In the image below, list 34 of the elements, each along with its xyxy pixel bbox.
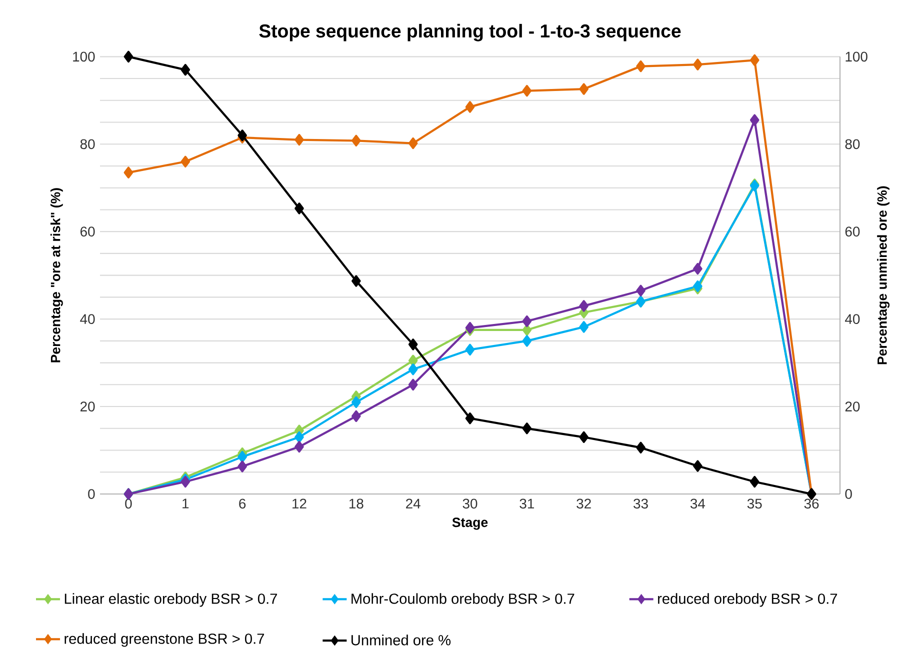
x-tick-label: 35: [747, 498, 762, 509]
x-tick-label: 32: [576, 498, 591, 509]
chart-title: Stope sequence planning tool - 1-to-3 sequence: [259, 24, 681, 42]
legend-label: reduced orebody BSR > 0.7: [658, 593, 838, 607]
x-axis-title: Stage: [452, 518, 488, 530]
x-tick-label: 33: [634, 498, 648, 509]
x-tick-label: 18: [349, 498, 364, 509]
y-axis-title: Percentage "ore at risk" (%): [50, 188, 63, 362]
y2-tick-label: 0: [845, 489, 852, 500]
y-tick-label: 60: [80, 226, 95, 237]
y-tick-label: 20: [80, 402, 95, 412]
x-tick-label: 0: [125, 498, 132, 509]
x-tick-label: 1: [182, 498, 189, 508]
legend-label: Linear elastic orebody BSR > 0.7: [64, 593, 277, 607]
x-tick-label: 34: [690, 498, 706, 509]
y2-tick-label: 40: [845, 314, 860, 324]
x-tick-label: 12: [292, 498, 306, 509]
x-tick-label: 6: [239, 498, 246, 509]
x-tick-label: 30: [462, 498, 478, 509]
y2-tick-label: 60: [845, 226, 860, 237]
y2-tick-label: 80: [845, 139, 860, 150]
x-tick-label: 24: [406, 498, 420, 509]
y2-tick-label: 20: [845, 402, 860, 412]
y-tick-label: 40: [80, 314, 95, 324]
legend-label: Mohr-Coulomb orebody BSR > 0.7: [352, 593, 574, 607]
legend-label: reduced greenstone BSR > 0.7: [64, 633, 264, 647]
x-tick-label: 31: [520, 498, 534, 509]
y-tick-label: 0: [88, 489, 95, 500]
x-tick-label: 36: [804, 498, 819, 509]
legend-label: Unmined ore %: [352, 634, 451, 646]
y2-tick-label: 100: [846, 52, 868, 62]
y-tick-label: 100: [73, 52, 95, 62]
y-tick-label: 80: [80, 139, 95, 150]
y2-axis-title: Percentage unmined ore (%): [877, 186, 890, 364]
